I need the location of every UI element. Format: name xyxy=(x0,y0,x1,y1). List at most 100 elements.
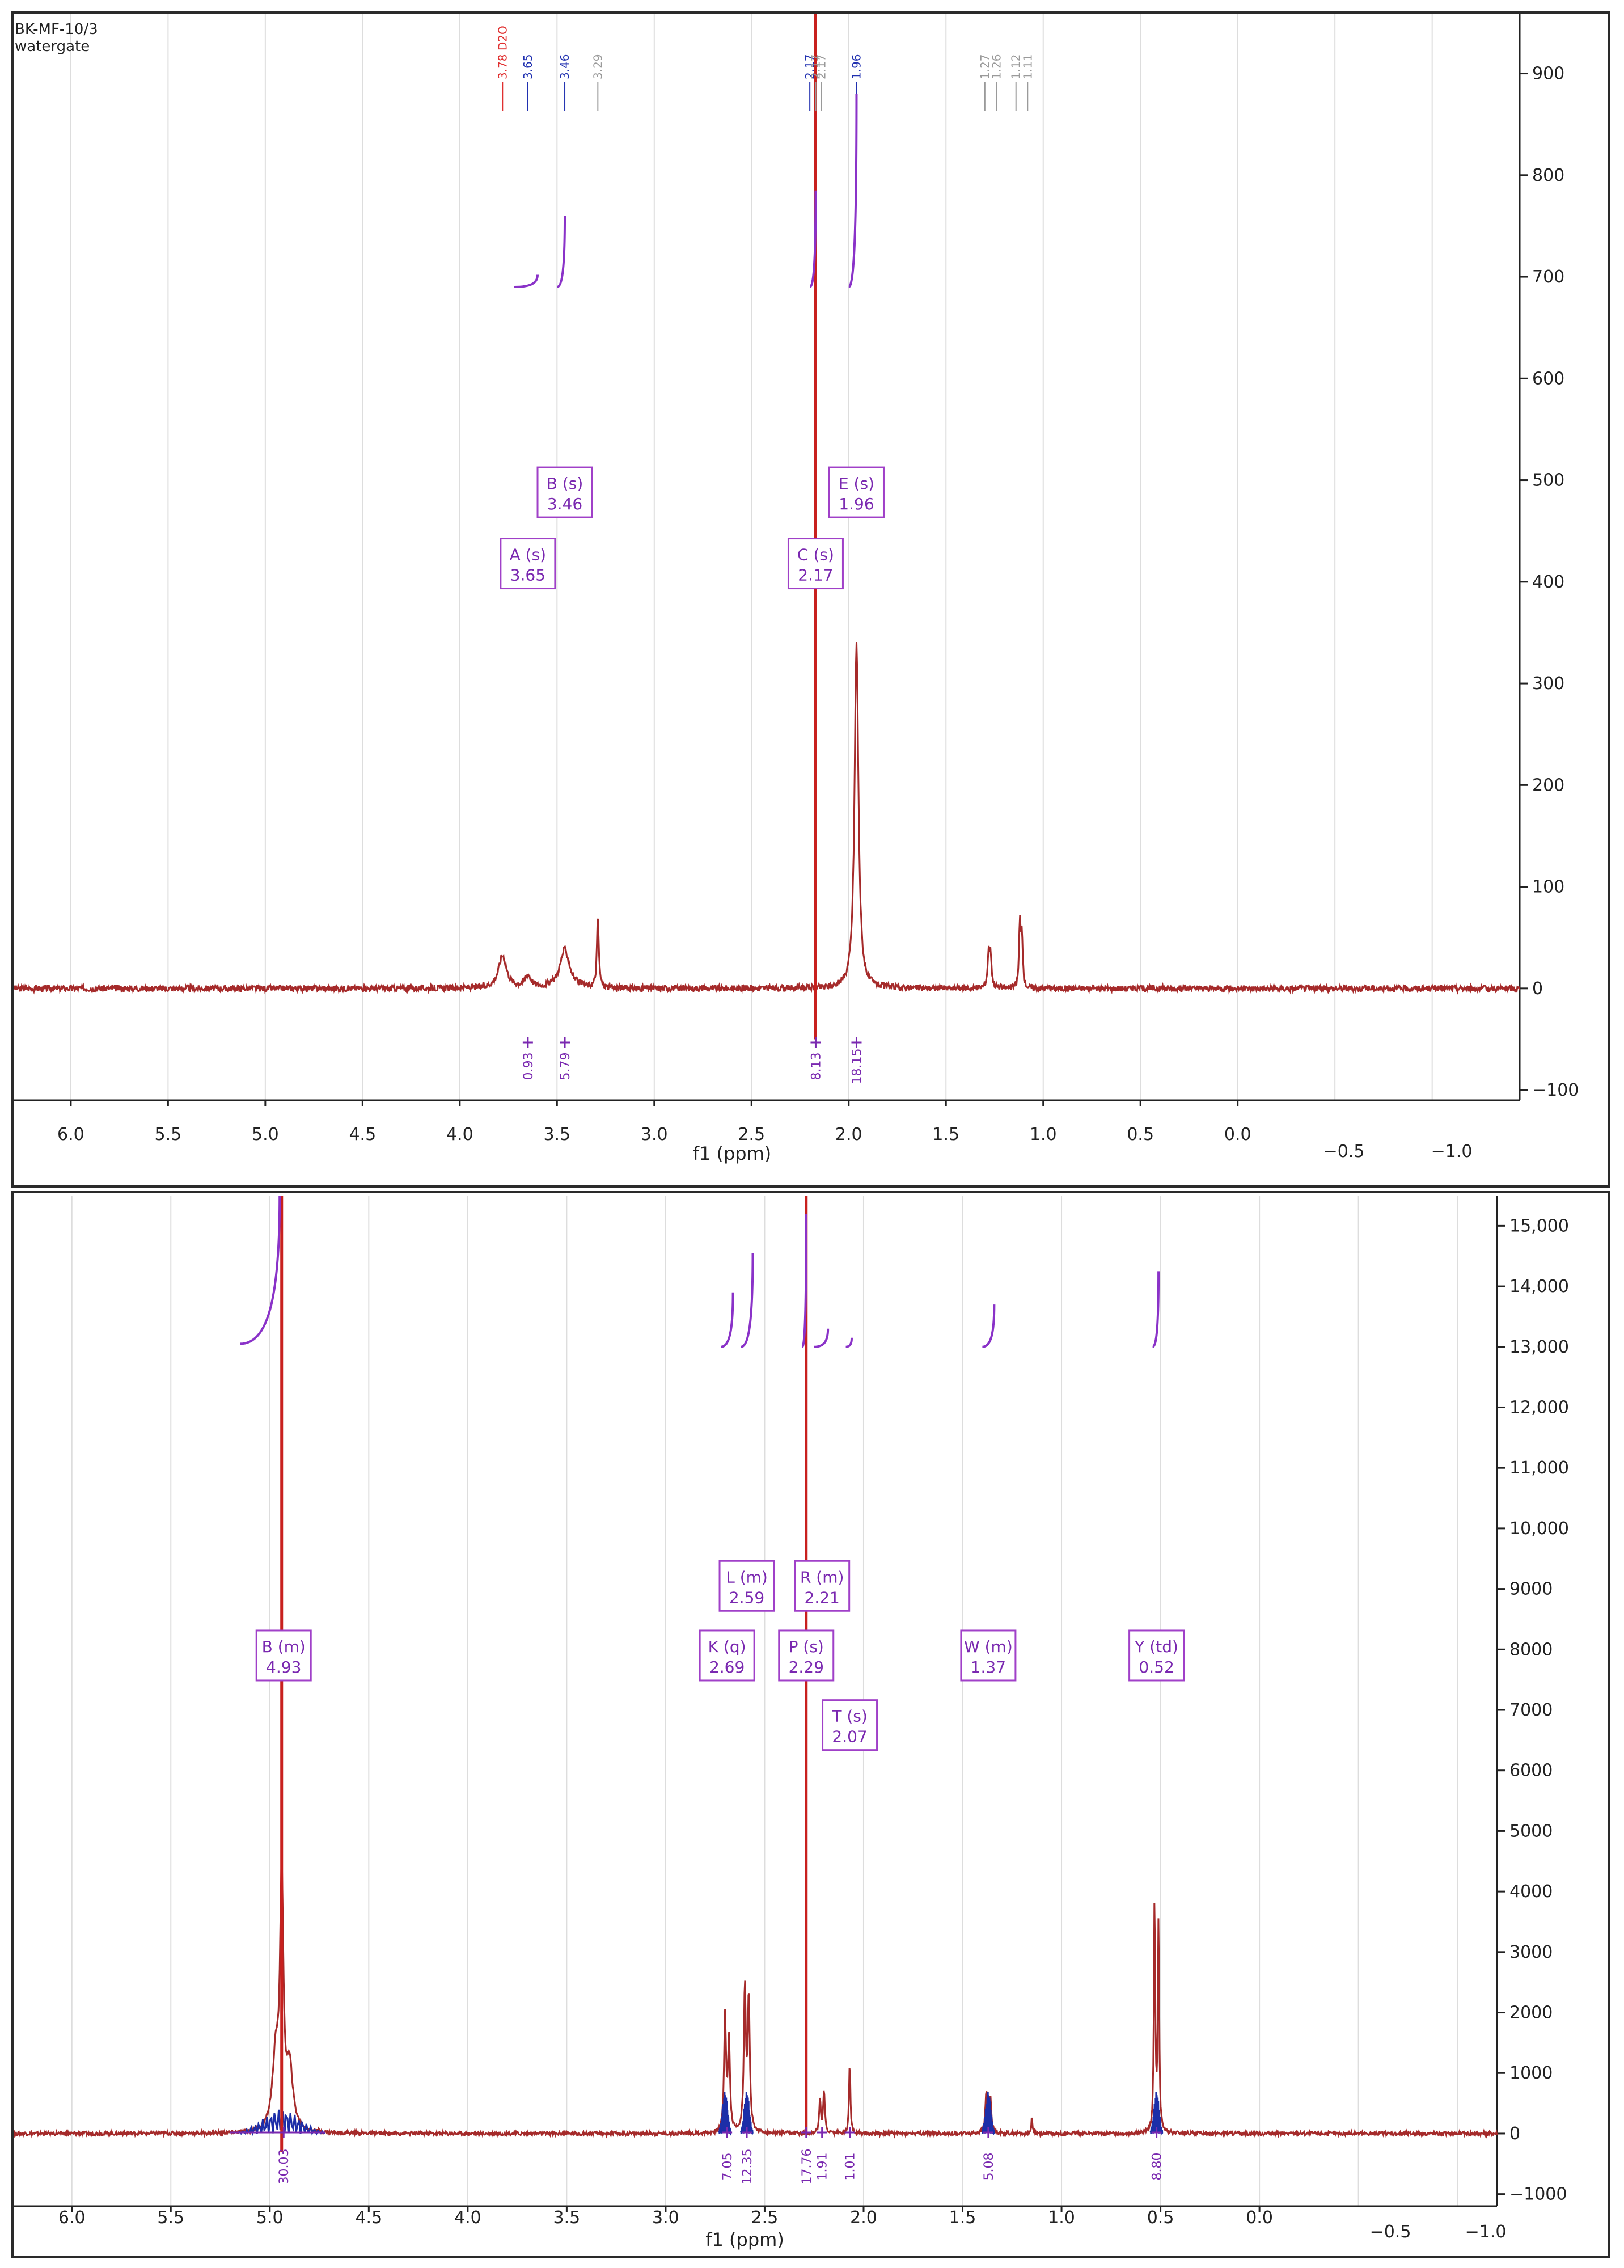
multiplet-label: B (m) xyxy=(262,1637,306,1656)
y-tick-label: 9000 xyxy=(1509,1579,1553,1599)
integral-value: 12.35 xyxy=(741,2149,755,2185)
integral-value: 1.91 xyxy=(816,2153,830,2181)
integral-value: 5.79 xyxy=(559,1053,573,1080)
multiplet-box xyxy=(699,1629,755,1682)
multiplet-shift: 2.59 xyxy=(729,1588,764,1607)
y-tick-label: 0 xyxy=(1509,2124,1520,2144)
x-tick-label: 4.0 xyxy=(446,1125,473,1144)
integral-curve xyxy=(1152,1271,1160,1348)
multiplet-shift: 2.21 xyxy=(805,1588,840,1607)
peak-label: 1.26 xyxy=(989,54,1003,79)
y-tick-label: 12,000 xyxy=(1509,1397,1569,1417)
multiplet-shift: 0.52 xyxy=(1139,1658,1174,1676)
multiplet-shift: 3.46 xyxy=(547,495,582,513)
y-tick-label: 900 xyxy=(1532,64,1564,84)
multiplet-shift: 3.65 xyxy=(510,566,545,585)
x-tick-label: 4.5 xyxy=(349,1125,376,1144)
multiplet-box xyxy=(718,1560,775,1612)
multiplet-box xyxy=(960,1629,1017,1682)
y-tick-label: 6000 xyxy=(1509,1761,1553,1781)
integral-value: 8.13 xyxy=(809,1053,823,1080)
peak-label: 2.17 xyxy=(803,54,817,79)
spectrum-subtitle: watergate xyxy=(15,38,90,55)
x-axis-label: f1 (ppm) xyxy=(705,2229,784,2250)
x-tick-label: 0.0 xyxy=(1224,1125,1251,1144)
multiplet-box xyxy=(536,466,593,518)
multiplet-shift: 1.96 xyxy=(839,495,874,513)
multiplet-box xyxy=(778,1629,835,1682)
y-tick-label: 5000 xyxy=(1509,1821,1553,1841)
multiplet-shift: 1.37 xyxy=(971,1658,1006,1676)
y-tick-label: 1000 xyxy=(1509,2063,1553,2083)
spectrum-title: BK-MF-10/3 xyxy=(15,21,98,38)
integral-curve xyxy=(741,1253,754,1348)
multiplet-box xyxy=(822,1699,878,1751)
x-tick-label: 5.5 xyxy=(155,1125,182,1144)
panel-frame xyxy=(11,1191,1610,2258)
multiplet-label: P (s) xyxy=(789,1637,824,1656)
integral-curve xyxy=(848,94,858,288)
y-tick-label: 800 xyxy=(1532,166,1564,185)
multiplet-shift: 2.17 xyxy=(798,566,833,585)
y-tick-label: −100 xyxy=(1532,1080,1579,1100)
panel-frame xyxy=(11,11,1610,1188)
multiplet-label: E (s) xyxy=(839,474,874,493)
integral-curve xyxy=(809,190,817,288)
peak-label: 2.17 xyxy=(815,54,828,79)
x-tick-label: −1.0 xyxy=(1465,2222,1507,2242)
multiplet-overlay xyxy=(718,2092,732,2136)
y-tick-label: 500 xyxy=(1532,471,1564,491)
multiplet-shift: 2.69 xyxy=(709,1658,745,1676)
spectrum-trace xyxy=(11,1859,1498,2139)
integral-value: 17.76 xyxy=(800,2149,814,2185)
y-tick-label: 8000 xyxy=(1509,1640,1553,1659)
integral-curve xyxy=(514,274,539,288)
y-tick-label: 3000 xyxy=(1509,1942,1553,1962)
peak-label: 1.96 xyxy=(849,54,863,79)
x-tick-label: 2.5 xyxy=(738,1125,765,1144)
peak-label: 3.65 xyxy=(521,54,535,79)
integral-curve xyxy=(721,1292,734,1348)
x-tick-label: 1.0 xyxy=(1030,1125,1057,1144)
x-tick-label: 3.0 xyxy=(641,1125,668,1144)
y-tick-label: 4000 xyxy=(1509,1882,1553,1902)
integral-curve xyxy=(814,1328,830,1348)
integral-value: 7.05 xyxy=(721,2153,735,2181)
x-tick-label: −1.0 xyxy=(1431,1142,1473,1162)
bottom-nmr-spectrum: 15,000 14,000 13,000 12,000 11,000 10,000 9000… xyxy=(11,1191,1610,2258)
y-tick-label: 0 xyxy=(1532,979,1543,999)
multiplet-shift: 2.29 xyxy=(789,1658,824,1676)
multiplet-shift: 4.93 xyxy=(266,1658,301,1676)
multiplet-box xyxy=(794,1560,851,1612)
integral-value: 30.03 xyxy=(277,2149,291,2185)
multiplet-label: B (s) xyxy=(547,474,583,493)
y-tick-label: 700 xyxy=(1532,267,1564,287)
y-tick-label: 13,000 xyxy=(1509,1337,1569,1357)
spectrum-trace xyxy=(11,642,1521,995)
x-tick-label: 2.0 xyxy=(835,1125,862,1144)
peak-label: 1.11 xyxy=(1021,54,1034,79)
y-tick-label: 400 xyxy=(1532,572,1564,592)
multiplet-label: W (m) xyxy=(964,1637,1013,1656)
y-tick-label: 15,000 xyxy=(1509,1216,1569,1236)
x-tick-label: 3.5 xyxy=(543,1125,570,1144)
peak-label: 3.46 xyxy=(558,54,572,79)
peak-label: 1.12 xyxy=(1009,54,1023,79)
x-tick-label: 5.0 xyxy=(252,1125,279,1144)
multiplet-label: T (s) xyxy=(831,1707,867,1726)
peak-label: 3.78 D2O xyxy=(496,26,509,79)
integral-curve xyxy=(982,1304,996,1348)
integral-value: 8.80 xyxy=(1151,2153,1165,2181)
x-tick-label: 1.5 xyxy=(932,1125,959,1144)
multiplet-label: Y (td) xyxy=(1134,1637,1178,1656)
multiplet-label: A (s) xyxy=(510,546,547,564)
x-tick-label: 6.0 xyxy=(57,1125,84,1144)
y-tick-label: 300 xyxy=(1532,674,1564,694)
x-tick-label: 0.5 xyxy=(1127,1125,1154,1144)
y-tick-label: 2000 xyxy=(1509,2003,1553,2023)
y-tick-label: −1000 xyxy=(1509,2185,1567,2204)
integral-value: 0.93 xyxy=(522,1053,536,1080)
y-tick-label: 100 xyxy=(1532,877,1564,897)
x-tick-label: −0.5 xyxy=(1370,2222,1411,2242)
y-tick-label: 10,000 xyxy=(1509,1519,1569,1539)
